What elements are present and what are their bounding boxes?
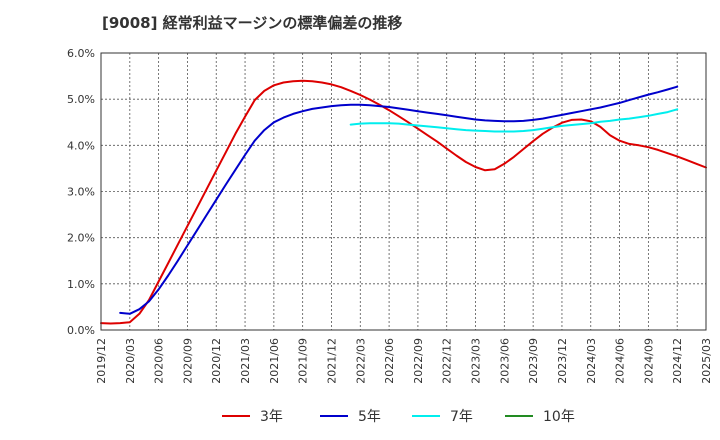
x-tick-label: 2020/09 <box>181 338 194 384</box>
legend-swatch-7y <box>412 415 440 417</box>
series-line-2 <box>119 85 679 315</box>
x-tick-label: 2022/03 <box>354 338 367 384</box>
y-tick-label: 5.0% <box>67 93 95 106</box>
legend: 3年 5年 7年 10年 <box>0 404 720 428</box>
legend-label-3y: 3年 <box>260 409 283 425</box>
x-tick-label: 2021/06 <box>268 338 281 384</box>
legend-item-7y: 7年 <box>412 404 473 428</box>
y-axis-tick-labels: 0.0% 1.0% 2.0% 3.0% 4.0% 5.0% 6.0% <box>67 47 95 337</box>
x-tick-label: 2024/06 <box>614 338 627 384</box>
x-tick-label: 2025/03 <box>700 338 713 384</box>
x-tick-label: 2021/03 <box>239 338 252 384</box>
legend-label-7y: 7年 <box>450 409 473 425</box>
legend-label-5y: 5年 <box>358 409 381 425</box>
horizontal-grid <box>101 98 706 285</box>
x-tick-label: 2020/12 <box>210 338 223 384</box>
chart-title: [9008] 経常利益マージンの標準偏差の推移 <box>102 14 403 32</box>
x-tick-label: 2022/06 <box>383 338 396 384</box>
legend-item-10y: 10年 <box>505 404 575 428</box>
x-tick-label: 2023/09 <box>527 338 540 384</box>
x-axis-tick-labels: 2019/12 2020/03 2020/06 2020/09 2020/12 2021/… <box>95 338 713 384</box>
x-tick-label: 2024/12 <box>671 338 684 384</box>
x-tick-label: 2021/12 <box>325 338 338 384</box>
plot-frame <box>100 52 707 331</box>
x-tick-label: 2024/09 <box>642 338 655 384</box>
plot-background <box>101 53 706 330</box>
legend-label-10y: 10年 <box>543 409 575 425</box>
y-tick-label: 3.0% <box>67 186 95 199</box>
x-tick-label: 2023/03 <box>470 338 483 384</box>
y-tick-label: 0.0% <box>67 324 95 337</box>
legend-item-3y: 3年 <box>222 404 283 428</box>
legend-swatch-10y <box>505 415 533 417</box>
x-tick-label: 2022/09 <box>412 338 425 384</box>
y-tick-label: 2.0% <box>67 232 95 245</box>
legend-swatch-5y <box>320 415 348 417</box>
legend-swatch-3y <box>222 415 250 417</box>
x-tick-label: 2020/06 <box>153 338 166 384</box>
series-line-1 <box>100 79 707 325</box>
x-tick-label: 2023/06 <box>498 338 511 384</box>
series-lines <box>100 79 707 325</box>
y-tick-label: 6.0% <box>67 47 95 60</box>
x-tick-label: 2021/09 <box>297 338 310 384</box>
y-tick-label: 1.0% <box>67 278 95 291</box>
series-line-3 <box>349 108 679 133</box>
x-tick-label: 2020/03 <box>124 338 137 384</box>
x-tick-label: 2023/12 <box>556 338 569 384</box>
legend-item-5y: 5年 <box>320 404 381 428</box>
x-tick-label: 2019/12 <box>95 338 108 384</box>
x-tick-label: 2022/12 <box>441 338 454 384</box>
x-tick-label: 2024/03 <box>585 338 598 384</box>
y-tick-label: 4.0% <box>67 139 95 152</box>
